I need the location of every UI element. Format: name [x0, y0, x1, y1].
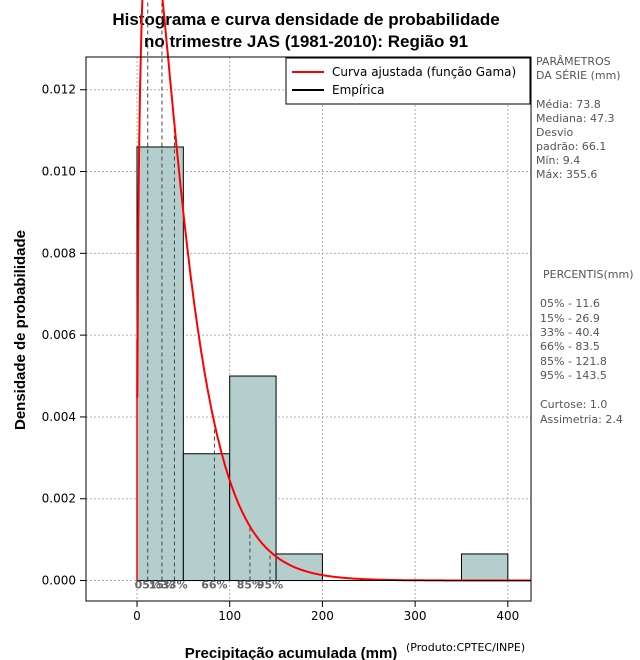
- percentile-axis-label: 85%: [237, 579, 263, 592]
- histogram-bar: [229, 375, 277, 582]
- legend: Curva ajustada (função Gama) Empírica: [285, 57, 531, 105]
- x-tick-label: 0: [133, 609, 141, 623]
- product-credit: (Produto:CPTEC/INPE): [406, 641, 525, 654]
- percentile-axis-label: 05%: [135, 579, 161, 592]
- percentil-05: 05% - 11.6: [540, 297, 600, 310]
- y-axis-label: Densidade de probabilidade: [12, 230, 29, 430]
- stat-mediana: Mediana: 47.3: [536, 112, 614, 125]
- legend-box: [285, 57, 531, 105]
- chart-title-line-2: no trimestre JAS (1981-2010): Região 91: [144, 32, 468, 51]
- params-title-line-1: PARÂMETROS: [536, 55, 611, 68]
- y-tick-label: 0.008: [42, 246, 76, 260]
- series-parameters-panel: PARÂMETROS DA SÉRIE (mm) Média: 73.8 Med…: [536, 55, 634, 426]
- stat-min: Mín: 9.4: [536, 154, 580, 167]
- stat-desvio: Desvio: [536, 126, 574, 139]
- x-tick-label: 300: [404, 609, 427, 623]
- percentil-33: 33% - 40.4: [540, 326, 600, 339]
- percentile-lines: [147, 0, 271, 581]
- percentil-95: 95% - 143.5: [540, 369, 607, 382]
- x-axis-label: Precipitação acumulada (mm): [185, 645, 398, 660]
- x-tick-label: 100: [218, 609, 241, 623]
- params-title-line-2: DA SÉRIE (mm): [536, 69, 621, 82]
- x-tick-label: 200: [311, 609, 334, 623]
- y-tick-label: 0.000: [42, 574, 76, 588]
- percentile-axis-labels: 05%15%33% 66% 85%95%: [135, 579, 284, 592]
- percentile-axis-label: 95%: [257, 579, 283, 592]
- stat-assimetria: Assimetria: 2.4: [540, 413, 623, 426]
- y-tick-label: 0.006: [42, 328, 76, 342]
- x-tick-label: 400: [496, 609, 519, 623]
- y-tick-label: 0.012: [42, 83, 76, 97]
- y-tick-label: 0.002: [42, 492, 76, 506]
- percentile-axis-label: 15%: [149, 579, 175, 592]
- percentil-15: 15% - 26.9: [540, 312, 600, 325]
- histogram-bar: [136, 146, 184, 582]
- legend-fitted-label: Curva ajustada (função Gama): [332, 65, 516, 79]
- percentil-66: 66% - 83.5: [540, 340, 600, 353]
- percentis-title: PERCENTIS(mm): [543, 268, 634, 281]
- stat-curtose: Curtose: 1.0: [540, 398, 607, 411]
- stat-media: Média: 73.8: [536, 98, 601, 111]
- empirical-line: [136, 339, 531, 582]
- chart-title-line-1: Histograma e curva densidade de probabil…: [112, 10, 499, 29]
- percentile-axis-label: 33%: [161, 579, 187, 592]
- histogram-bar: [182, 453, 231, 582]
- x-axis-ticks: 0 100 200 300 400: [133, 601, 519, 623]
- y-tick-label: 0.004: [42, 410, 76, 424]
- y-axis-ticks: 0.000 0.002 0.004 0.006 0.008 0.010 0.012: [42, 83, 86, 588]
- histogram-bars: [136, 146, 509, 582]
- stat-desvio-padrao: padrão: 66.1: [536, 140, 606, 153]
- y-tick-label: 0.010: [42, 165, 76, 179]
- plot-frame: [85, 56, 532, 602]
- stat-max: Máx: 355.6: [536, 168, 597, 181]
- histogram-bar: [275, 553, 323, 582]
- histogram-bar: [460, 553, 509, 582]
- percentil-85: 85% - 121.8: [540, 355, 607, 368]
- percentile-axis-label: 66%: [201, 579, 227, 592]
- legend-empirical-label: Empírica: [332, 83, 384, 97]
